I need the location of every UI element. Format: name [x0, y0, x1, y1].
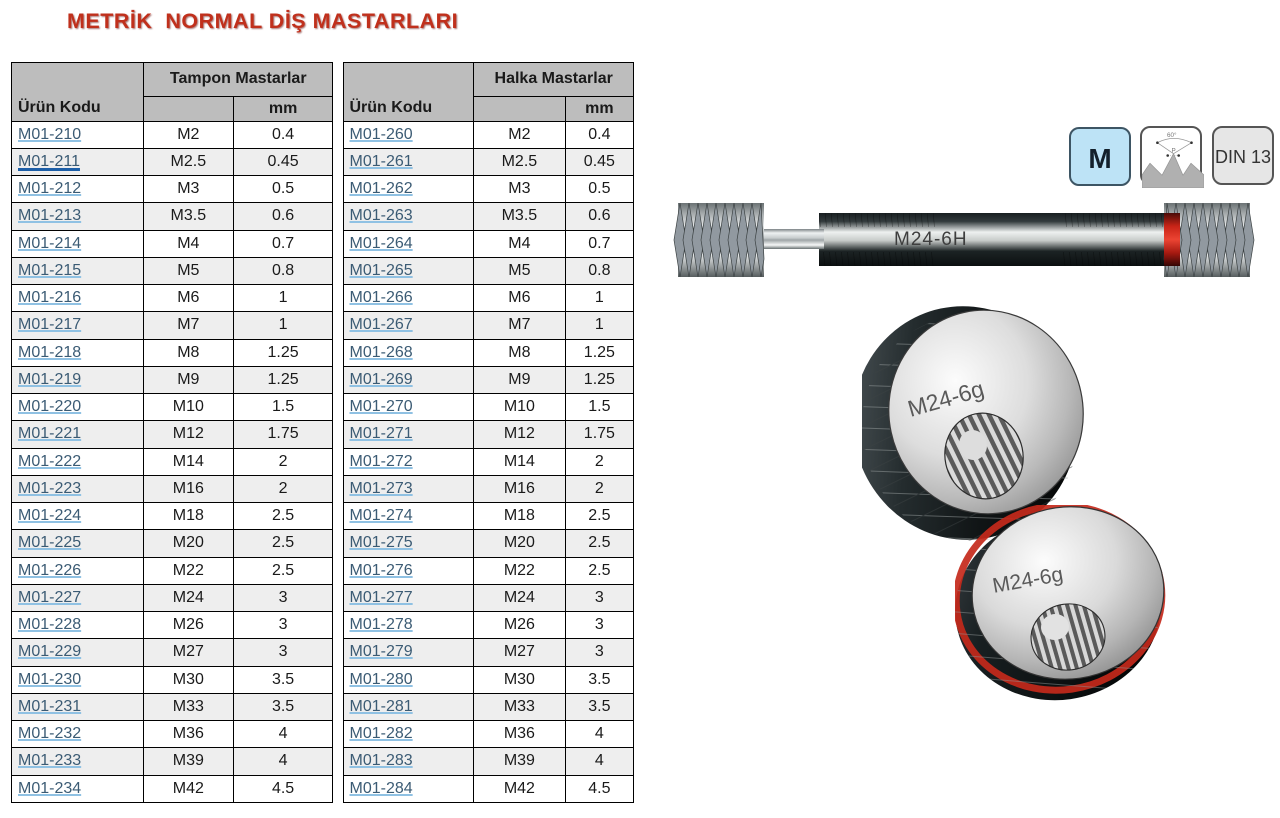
svg-text:60°: 60°: [1167, 131, 1177, 139]
svg-text:M24-6H: M24-6H: [894, 229, 968, 250]
svg-text:P: P: [1172, 148, 1176, 155]
